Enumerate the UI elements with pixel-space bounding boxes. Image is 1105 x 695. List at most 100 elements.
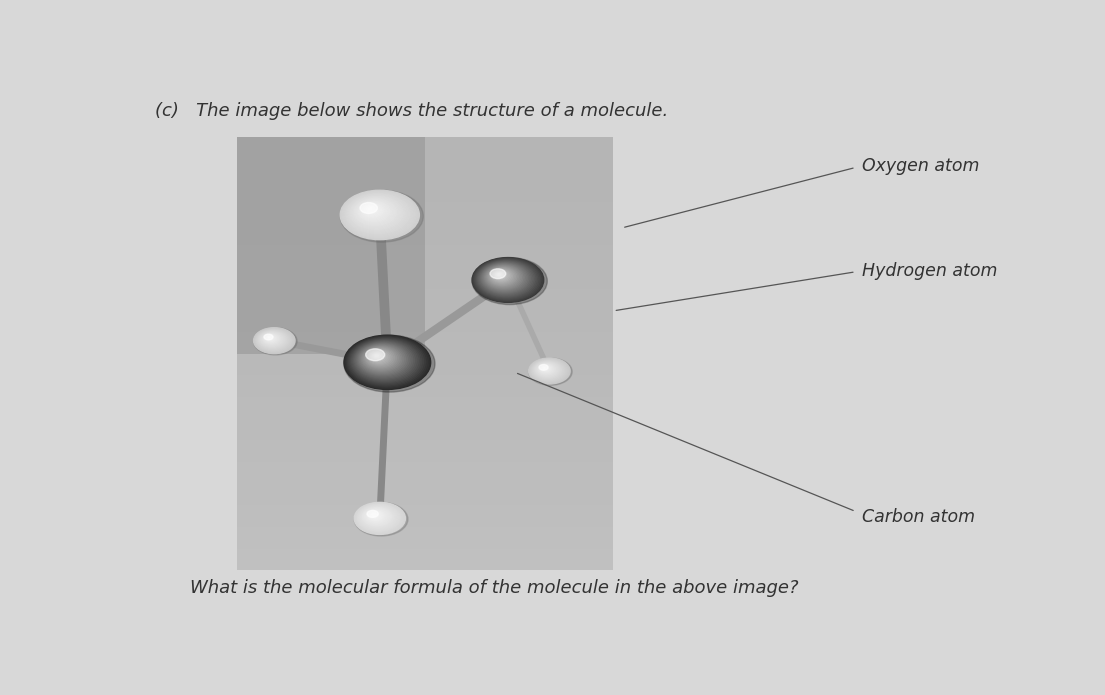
Circle shape [534, 361, 562, 379]
Circle shape [344, 192, 414, 236]
Circle shape [369, 208, 371, 210]
Circle shape [368, 511, 382, 520]
Circle shape [355, 342, 412, 378]
Circle shape [365, 206, 378, 214]
Circle shape [341, 191, 418, 238]
Circle shape [357, 505, 400, 531]
Circle shape [347, 337, 425, 386]
Circle shape [486, 267, 519, 288]
Circle shape [497, 273, 502, 276]
Circle shape [495, 272, 505, 278]
Circle shape [354, 341, 414, 379]
Bar [236, 245, 613, 267]
Circle shape [340, 190, 420, 240]
Circle shape [263, 334, 280, 344]
Circle shape [364, 508, 389, 524]
Circle shape [357, 343, 409, 376]
Text: Hydrogen atom: Hydrogen atom [862, 262, 997, 279]
Circle shape [351, 197, 401, 229]
Bar [236, 332, 613, 354]
Bar [236, 462, 613, 484]
Circle shape [340, 190, 423, 242]
Circle shape [475, 259, 539, 300]
Circle shape [361, 507, 392, 526]
Circle shape [349, 338, 422, 384]
Circle shape [369, 351, 389, 363]
Circle shape [362, 507, 391, 525]
Circle shape [485, 266, 522, 288]
Circle shape [265, 335, 276, 342]
Circle shape [362, 347, 400, 370]
Circle shape [269, 337, 271, 338]
Circle shape [367, 510, 378, 517]
Circle shape [350, 197, 403, 229]
Circle shape [264, 334, 273, 340]
Circle shape [533, 360, 564, 380]
Circle shape [266, 336, 273, 340]
Circle shape [359, 505, 398, 530]
Circle shape [348, 195, 407, 231]
Circle shape [344, 335, 435, 392]
Circle shape [360, 507, 394, 528]
Circle shape [269, 337, 270, 338]
Circle shape [494, 271, 508, 280]
Circle shape [535, 362, 560, 377]
Circle shape [355, 199, 394, 224]
Text: What is the molecular formula of the molecule in the above image?: What is the molecular formula of the mol… [190, 579, 798, 597]
Circle shape [539, 364, 548, 370]
Circle shape [539, 364, 552, 373]
Circle shape [528, 358, 570, 384]
Circle shape [364, 348, 398, 369]
Circle shape [358, 505, 399, 530]
Circle shape [359, 202, 388, 220]
Circle shape [543, 367, 547, 369]
Circle shape [366, 206, 377, 213]
Circle shape [367, 350, 392, 366]
Circle shape [474, 259, 540, 300]
Circle shape [360, 345, 403, 373]
Circle shape [528, 358, 572, 385]
Bar [236, 137, 613, 571]
Circle shape [255, 329, 292, 352]
Circle shape [540, 365, 551, 372]
Circle shape [254, 328, 294, 353]
Circle shape [376, 355, 378, 357]
Circle shape [472, 258, 544, 302]
Circle shape [256, 329, 291, 351]
Circle shape [370, 512, 379, 518]
Circle shape [375, 354, 380, 358]
Circle shape [535, 361, 560, 378]
Circle shape [356, 504, 402, 532]
Circle shape [346, 336, 427, 387]
Circle shape [356, 343, 411, 377]
Circle shape [490, 269, 514, 284]
Circle shape [356, 200, 393, 223]
Circle shape [536, 363, 558, 377]
Circle shape [360, 202, 378, 213]
Circle shape [355, 502, 408, 536]
Circle shape [491, 270, 513, 283]
Circle shape [267, 336, 272, 339]
Circle shape [346, 194, 410, 234]
Circle shape [362, 204, 383, 217]
Circle shape [483, 264, 526, 291]
Bar [236, 527, 613, 549]
Circle shape [355, 502, 406, 534]
Circle shape [354, 198, 398, 227]
Circle shape [540, 366, 550, 372]
Circle shape [488, 268, 517, 286]
Circle shape [372, 353, 383, 360]
Circle shape [529, 359, 569, 384]
Text: (c)   The image below shows the structure of a molecule.: (c) The image below shows the structure … [155, 102, 669, 120]
Circle shape [493, 270, 509, 281]
Circle shape [371, 352, 386, 361]
Circle shape [343, 191, 417, 238]
Circle shape [257, 330, 290, 350]
Circle shape [351, 340, 418, 382]
Circle shape [345, 193, 411, 234]
Circle shape [366, 349, 394, 367]
Circle shape [259, 331, 286, 348]
Circle shape [366, 349, 385, 361]
Bar [236, 505, 613, 527]
Circle shape [255, 329, 293, 352]
